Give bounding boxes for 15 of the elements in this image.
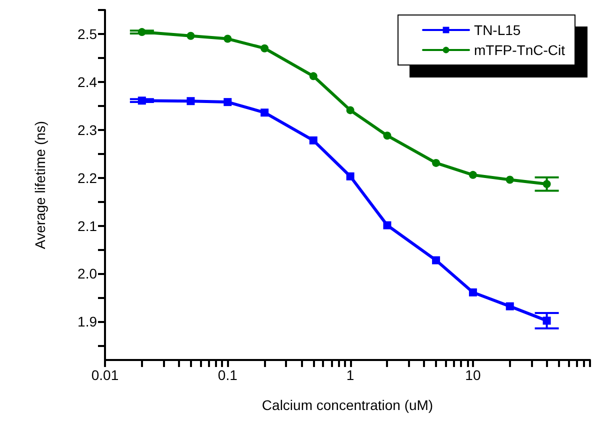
y-tick-label: 2.5: [78, 26, 98, 42]
y-tick-label: 2.0: [78, 266, 98, 282]
y-tick-label: 2.2: [78, 170, 98, 186]
legend-label: mTFP-TnC-Cit: [474, 42, 566, 58]
y-tick-label: 2.4: [78, 74, 98, 90]
x-tick-label: 10: [465, 367, 481, 383]
y-tick-label: 2.3: [78, 122, 98, 138]
y-axis-title: Average lifetime (ns): [32, 120, 48, 250]
x-axis-title: Calcium concentration (uM): [262, 397, 434, 413]
x-tick-label: 1: [346, 367, 354, 383]
legend-label: TN-L15: [474, 22, 521, 38]
x-tick-label: 0.01: [91, 367, 119, 383]
y-tick-label: 2.1: [78, 218, 98, 234]
y-tick-label: 1.9: [78, 314, 98, 330]
x-tick-label: 0.1: [218, 367, 238, 383]
